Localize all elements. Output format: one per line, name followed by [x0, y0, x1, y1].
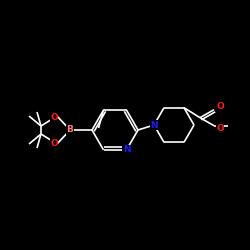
Text: B: B: [66, 126, 73, 134]
Text: N: N: [123, 146, 130, 154]
Text: O: O: [50, 138, 58, 147]
Text: N: N: [150, 120, 158, 130]
Text: O: O: [50, 112, 58, 122]
Text: O: O: [216, 102, 224, 111]
Text: O: O: [216, 124, 224, 133]
